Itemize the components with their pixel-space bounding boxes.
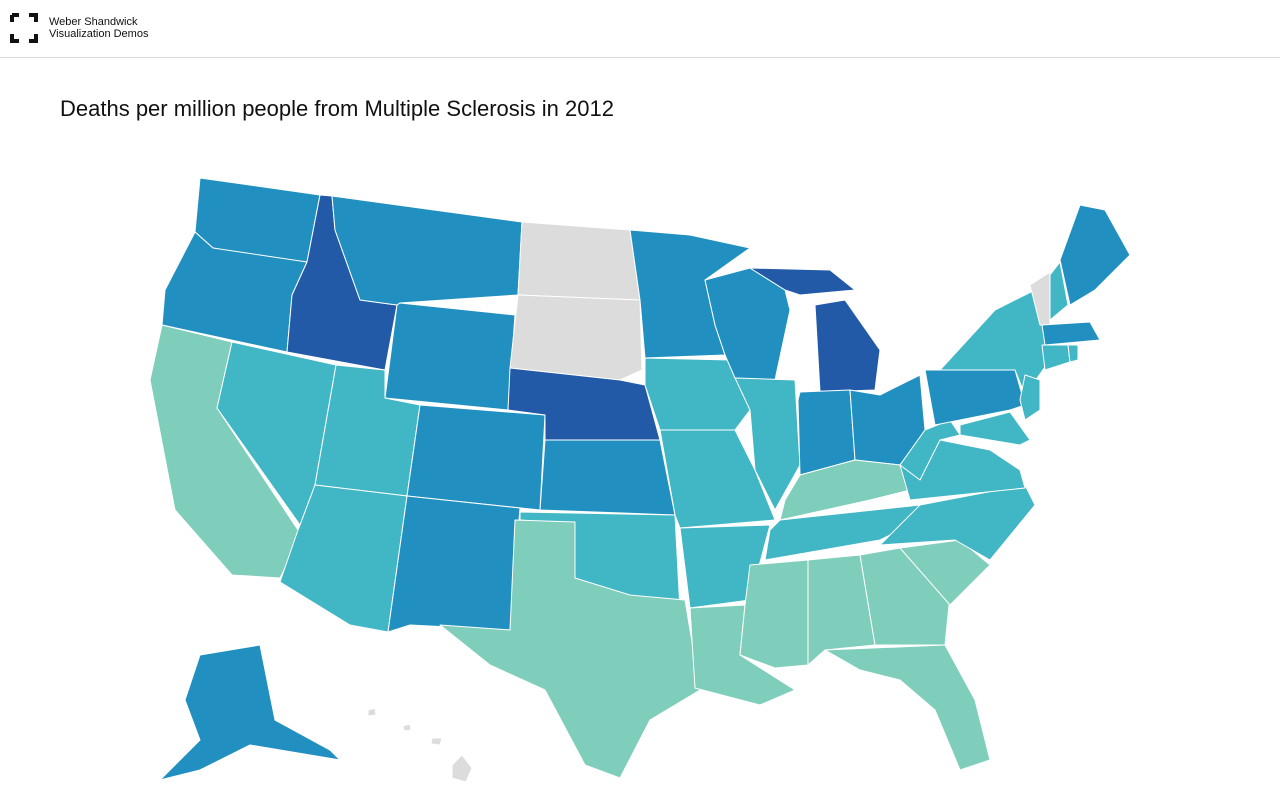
state[interactable] [384, 302, 516, 411]
state[interactable] [406, 404, 546, 511]
state[interactable] [899, 539, 991, 606]
logo[interactable] [10, 13, 38, 43]
state[interactable] [367, 707, 377, 717]
state[interactable] [734, 377, 801, 511]
states [149, 177, 1131, 783]
state[interactable] [1059, 204, 1131, 306]
state[interactable] [159, 644, 341, 781]
state[interactable] [749, 267, 856, 296]
brand-line: Visualization Demos [49, 28, 149, 40]
state[interactable] [517, 221, 641, 301]
state[interactable] [1041, 321, 1101, 346]
state[interactable] [430, 737, 443, 746]
state[interactable] [959, 411, 1031, 446]
state[interactable] [814, 299, 881, 393]
state[interactable] [402, 723, 412, 732]
state[interactable] [509, 294, 643, 381]
state[interactable] [659, 429, 776, 529]
header: Weber Shandwick Visualization Demos [0, 0, 1280, 58]
state[interactable] [439, 519, 701, 779]
state[interactable] [387, 495, 521, 633]
state[interactable] [739, 559, 809, 669]
state[interactable] [779, 459, 911, 521]
state[interactable] [1041, 344, 1071, 371]
state[interactable] [1067, 344, 1079, 363]
state[interactable] [331, 195, 523, 306]
state[interactable] [807, 554, 876, 666]
state[interactable] [451, 754, 473, 783]
state[interactable] [824, 644, 991, 771]
chart-title: Deaths per million people from Multiple … [60, 96, 614, 121]
brand[interactable]: Weber Shandwick Visualization Demos [49, 16, 148, 40]
state[interactable] [1019, 374, 1041, 421]
brand-line: Weber Shandwick [49, 16, 138, 28]
state[interactable] [879, 484, 1036, 561]
state[interactable] [859, 547, 951, 646]
state[interactable] [539, 439, 676, 516]
